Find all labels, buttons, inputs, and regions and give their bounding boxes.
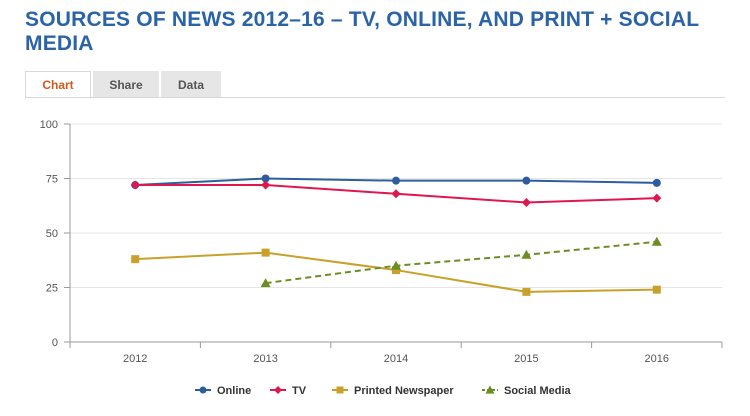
x-tick-label: 2015 [514,353,538,365]
data-point [392,266,400,275]
legend-marker [336,386,344,394]
x-tick-label: 2013 [253,353,277,365]
legend-label: Printed Newspaper [354,385,454,397]
tab-underline [25,97,725,98]
legend-marker [274,386,282,394]
y-tick-label: 75 [46,174,58,186]
data-point [391,189,401,199]
tab-share[interactable]: Share [93,71,159,97]
y-tick-label: 50 [46,228,58,240]
series-line-3 [265,240,657,285]
data-point [131,255,140,264]
data-point [522,176,531,185]
tab-data[interactable]: Data [161,71,221,97]
x-tick-label: 2014 [384,353,408,365]
x-tick-label: 2016 [645,353,669,365]
data-point [652,285,661,294]
data-point [522,287,531,296]
data-point [651,236,662,246]
data-point [391,260,401,270]
data-point [521,197,531,207]
legend-label: TV [292,385,307,397]
x-tick-label: 2012 [123,353,147,365]
data-point [130,180,140,190]
y-tick-label: 0 [52,337,58,349]
legend-label: Social Media [504,385,572,397]
chart-title: SOURCES OF NEWS 2012–16 – TV, ONLINE, AN… [25,8,699,55]
legend-marker [485,385,495,394]
data-point [261,174,270,183]
legend-marker [199,386,207,394]
data-point [261,180,271,190]
y-tick-label: 100 [40,119,58,131]
data-point [652,178,661,187]
data-point [521,249,532,259]
data-point [261,248,270,257]
legend-label: Online [217,385,251,397]
y-tick-label: 25 [46,283,58,295]
data-point [652,193,662,203]
data-point [392,176,400,185]
data-point [260,278,271,288]
tab-chart[interactable]: Chart [25,71,91,99]
